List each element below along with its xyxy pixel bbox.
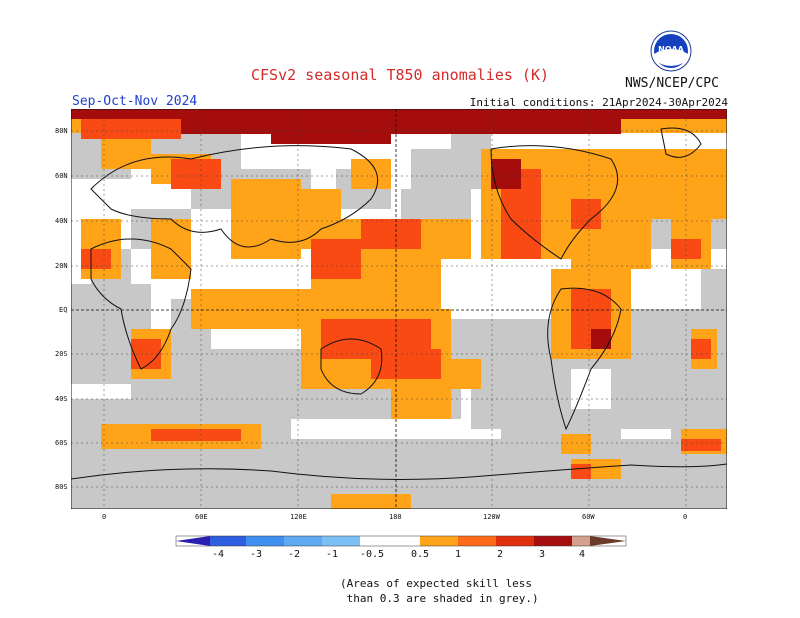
lon-tick-180: 180 — [389, 513, 402, 521]
colorbar-swatch-2-3 — [496, 536, 534, 546]
colorbar: -4 -3 -2 -1 -0.5 0.5 1 2 3 4 — [175, 535, 627, 560]
lat-tick-80n: 80N — [55, 127, 68, 135]
colorbar-swatch-05-1 — [420, 536, 458, 546]
colorbar-swatch-1-2 — [458, 536, 496, 546]
colorbar-label-p05: 0.5 — [411, 549, 429, 560]
equator-dateline — [71, 109, 727, 509]
lat-tick-60s: 60S — [55, 439, 68, 447]
skill-note-line2: than 0.3 are shaded in grey.) — [340, 592, 539, 605]
colorbar-label-m2: -2 — [288, 549, 300, 560]
lat-tick-60n: 60N — [55, 172, 68, 180]
colorbar-swatch-gt-4 — [590, 536, 626, 546]
skill-note: (Areas of expected skill less than 0.3 a… — [340, 576, 540, 606]
lat-tick-20s: 20S — [55, 350, 68, 358]
colorbar-label-m05: -0.5 — [360, 549, 384, 560]
lat-tick-eq: EQ — [59, 306, 68, 314]
colorbar-swatch-2-1 — [284, 536, 322, 546]
season-label: Sep-Oct-Nov 2024 — [72, 94, 198, 109]
lat-tick-40s: 40S — [55, 395, 68, 403]
org-label: NWS/NCEP/CPC — [625, 76, 719, 91]
lon-tick-60e: 60E — [195, 513, 208, 521]
lat-tick-80s: 80S — [55, 483, 68, 491]
initial-conditions-label: Initial conditions: 21Apr2024-30Apr2024 — [469, 96, 728, 109]
lat-tick-20n: 20N — [55, 262, 68, 270]
coastlines — [71, 127, 727, 480]
lat-tick-40n: 40N — [55, 217, 68, 225]
noaa-logo-text: NOAA — [658, 45, 684, 54]
lon-tick-120w: 120W — [483, 513, 500, 521]
colorbar-label-p4: 4 — [579, 549, 585, 560]
colorbar-swatch-lt-4 — [176, 536, 210, 546]
colorbar-swatch-3-2 — [246, 536, 284, 546]
colorbar-label-p2: 2 — [497, 549, 503, 560]
colorbar-swatch-neutral — [360, 536, 420, 546]
colorbar-label-m1: -1 — [326, 549, 338, 560]
colorbar-swatch-4-3 — [210, 536, 246, 546]
skill-note-line1: (Areas of expected skill less — [340, 577, 533, 590]
anomaly-map — [71, 109, 727, 509]
lon-tick-60w: 60W — [582, 513, 595, 521]
colorbar-label-p3: 3 — [539, 549, 545, 560]
colorbar-label-m4: -4 — [212, 549, 224, 560]
lon-tick-120e: 120E — [290, 513, 307, 521]
colorbar-swatch-1-05 — [322, 536, 360, 546]
lon-tick-0: 0 — [102, 513, 107, 521]
colorbar-swatch-4 — [572, 536, 590, 546]
colorbar-label-p1: 1 — [455, 549, 461, 560]
red-orange-anomaly-regions — [81, 119, 721, 479]
map-title: CFSv2 seasonal T850 anomalies (K) — [250, 66, 549, 84]
lat-lon-grid — [71, 109, 727, 509]
noaa-logo: NOAA — [650, 30, 692, 72]
lon-tick-0-east: 0 — [683, 513, 688, 521]
colorbar-label-m3: -3 — [250, 549, 262, 560]
colorbar-swatch-3-4 — [534, 536, 572, 546]
dark-red-anomaly-regions — [71, 109, 727, 349]
